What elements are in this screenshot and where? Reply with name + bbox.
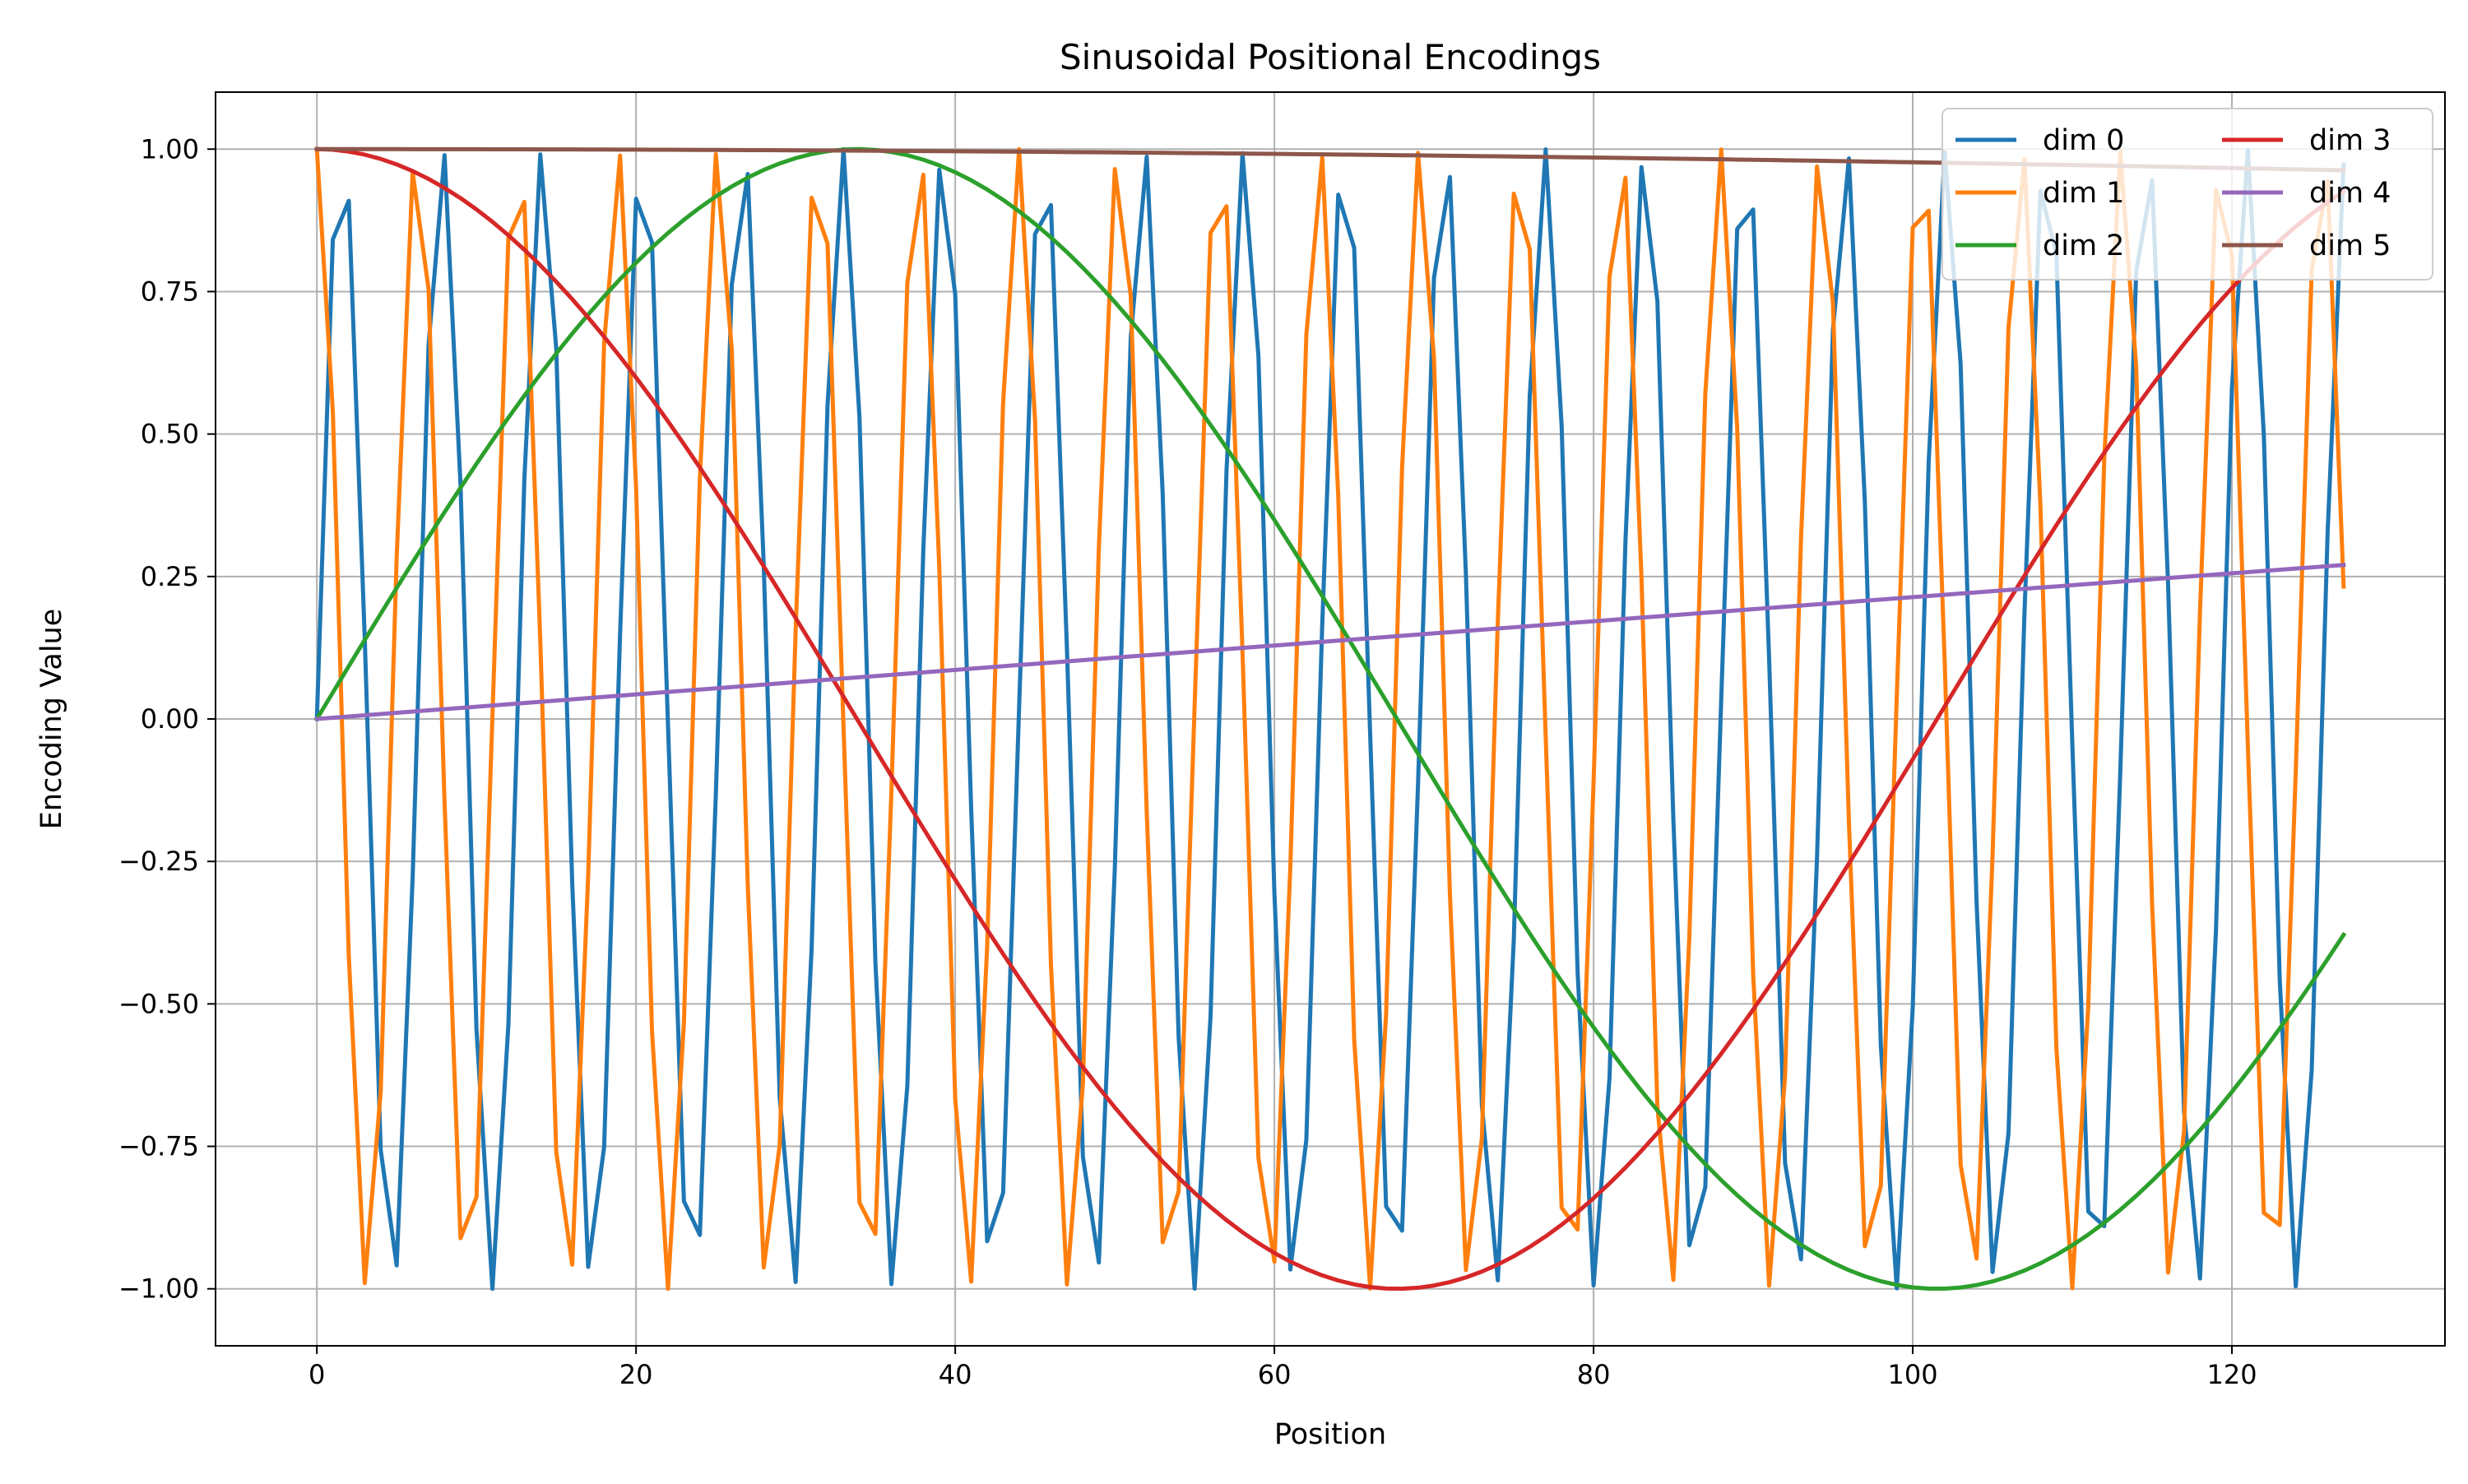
series-line-dim-1	[314, 146, 2346, 1292]
y-tick-label: −0.50	[118, 988, 199, 1019]
x-axis-label: Position	[1274, 1418, 1386, 1451]
legend-label: dim 3	[2309, 124, 2391, 157]
y-axis-label: Encoding Value	[35, 609, 68, 830]
series-line-dim-4	[314, 563, 2346, 721]
x-tick-label: 40	[939, 1359, 972, 1390]
legend-box	[1941, 108, 2433, 281]
chart-title: Sinusoidal Positional Encodings	[1060, 37, 1601, 77]
x-tick-label: 120	[2206, 1359, 2257, 1390]
y-tick-label: 0.75	[141, 276, 199, 307]
x-tick-label: 0	[308, 1359, 325, 1390]
legend-label: dim 0	[2043, 124, 2124, 157]
y-tick-label: 0.25	[141, 561, 199, 592]
x-tick-label: 100	[1888, 1359, 1938, 1390]
legend-label: dim 2	[2043, 230, 2124, 262]
series-line-dim-2	[313, 146, 2347, 1292]
series-line-dim-3	[314, 146, 2347, 1292]
legend-label: dim 5	[2309, 230, 2391, 262]
x-tick-label: 20	[619, 1359, 653, 1390]
legend-label: dim 1	[2043, 177, 2124, 210]
axis-ticks: 0 20 40 60 80 100 120 −1.00 −0.75 −0.50 −0.25 0.00 0…	[118, 133, 2257, 1390]
legend: dim 0 dim 1 dim 2 dim 3 dim 4 dim 5	[1941, 108, 2433, 281]
series-line-dim-0	[314, 146, 2346, 1292]
y-tick-label: −0.25	[118, 846, 199, 877]
y-tick-label: −0.75	[118, 1131, 199, 1162]
legend-label: dim 4	[2309, 177, 2391, 210]
y-tick-label: 0.50	[141, 419, 199, 450]
x-tick-label: 80	[1577, 1359, 1611, 1390]
y-tick-label: 0.00	[141, 703, 199, 735]
x-tick-label: 60	[1258, 1359, 1292, 1390]
y-tick-label: −1.00	[118, 1273, 199, 1305]
y-tick-label: 1.00	[141, 133, 199, 165]
